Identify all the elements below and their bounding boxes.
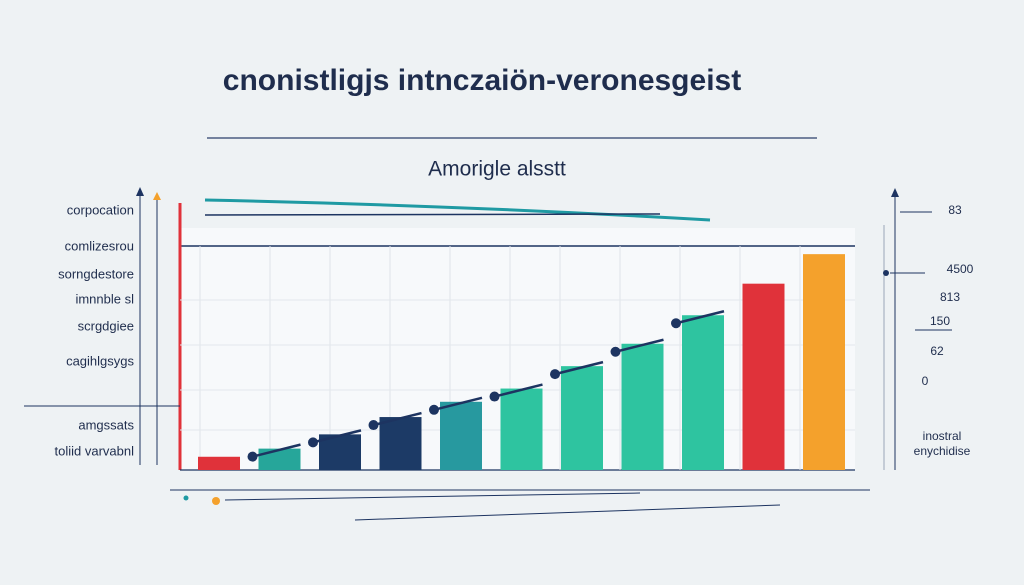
- trend-segment: [312, 429, 362, 444]
- bar: [803, 254, 845, 470]
- left-label: toliid varvabnl: [55, 443, 135, 458]
- right-label: 813: [940, 290, 960, 304]
- bars: [180, 246, 855, 470]
- right-label: 62: [930, 344, 944, 358]
- trend-dot: [429, 404, 439, 415]
- bar: [258, 448, 301, 470]
- arrow: [891, 188, 899, 197]
- left-label: cagihlgsygs: [66, 353, 134, 368]
- right-label: enychidise: [914, 444, 971, 458]
- trend-dot: [247, 451, 258, 462]
- bar: [379, 417, 422, 470]
- dot: [883, 270, 889, 276]
- trend-dot: [489, 391, 500, 402]
- left-label: comlizesrou: [65, 238, 134, 253]
- right-label: 4500: [947, 262, 974, 276]
- trend-segment: [494, 383, 543, 398]
- bar: [621, 343, 664, 470]
- arrow-curve: [204, 213, 661, 216]
- labels: corpocation comlizesrou sorngdestore imnnbl…: [55, 202, 974, 462]
- left-label: corpocation: [67, 202, 134, 217]
- footer-rule: [354, 504, 781, 521]
- trend-segment: [252, 443, 301, 458]
- right-label: 0: [922, 374, 929, 388]
- trend-dot: [671, 318, 681, 329]
- trend-dot: [308, 437, 318, 448]
- right-label: inostral: [923, 429, 962, 443]
- bar: [742, 283, 785, 470]
- footer-rule: [224, 492, 641, 501]
- bar: [440, 401, 482, 470]
- trend-segment: [433, 396, 483, 411]
- arrow-curve: [204, 198, 711, 222]
- trend-segment: [554, 360, 604, 376]
- chart-subtitle: Amoriglе alsstt: [428, 158, 566, 181]
- right-label: 150: [930, 314, 950, 328]
- left-label: imnnble sl: [75, 291, 134, 306]
- chart-title: cnonistligjs intnczaiön-veronesgeist: [223, 64, 741, 97]
- left-label: amgssats: [78, 417, 134, 432]
- trend-dot: [368, 420, 379, 431]
- bar: [198, 456, 240, 470]
- trend-segment: [373, 411, 422, 427]
- bar: [561, 366, 603, 470]
- dot: [183, 495, 189, 501]
- trend-dot: [610, 346, 621, 357]
- trend-dot: [550, 369, 560, 380]
- bar: [500, 388, 543, 470]
- arrow: [153, 192, 161, 200]
- right-label: 83: [948, 203, 962, 217]
- left-label: scrgdgiee: [78, 318, 134, 333]
- trend-segment: [615, 338, 664, 353]
- left-label: sorngdestore: [58, 266, 134, 281]
- bar: [682, 315, 724, 470]
- arrow: [136, 187, 144, 196]
- trend-segment: [675, 310, 725, 325]
- dot: [212, 497, 220, 505]
